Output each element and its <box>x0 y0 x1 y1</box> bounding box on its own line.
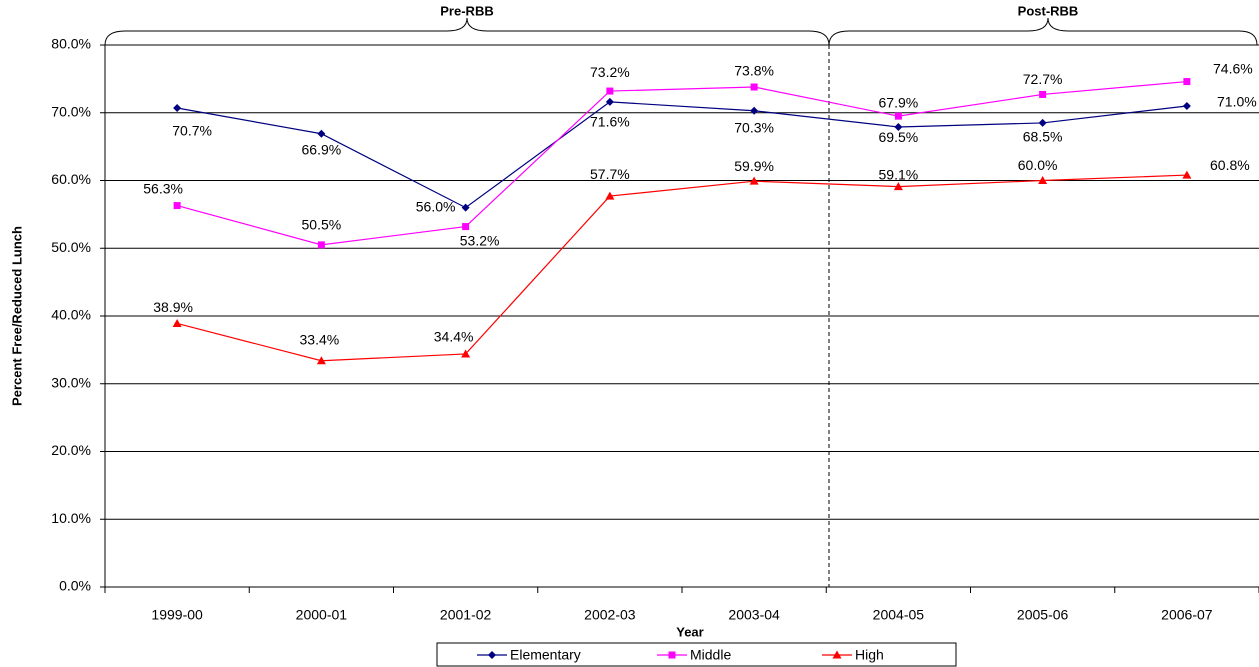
brace <box>104 17 830 46</box>
data-label: 67.9% <box>879 95 919 111</box>
data-point <box>317 241 325 249</box>
x-tick-label: 1999-00 <box>151 607 203 623</box>
data-point <box>461 349 471 358</box>
legend-label: High <box>855 647 884 663</box>
data-point <box>1039 90 1047 98</box>
data-label: 69.5% <box>879 129 919 145</box>
data-point <box>605 97 614 106</box>
data-point <box>606 87 614 95</box>
data-point <box>317 129 326 138</box>
data-point <box>1038 118 1047 127</box>
data-label: 71.0% <box>1217 94 1257 110</box>
x-tick-label: 2004-05 <box>873 607 925 623</box>
data-point <box>316 356 326 365</box>
data-label: 59.9% <box>734 158 774 174</box>
data-point <box>173 202 181 210</box>
y-tick-label: 60.0% <box>51 171 91 187</box>
y-tick-label: 30.0% <box>51 374 91 390</box>
data-label: 73.2% <box>590 64 630 80</box>
data-label: 57.7% <box>590 166 630 182</box>
data-label: 70.7% <box>172 123 212 139</box>
legend-marker <box>668 651 676 659</box>
data-label: 74.6% <box>1213 60 1253 76</box>
x-tick-label: 2003-04 <box>728 607 780 623</box>
data-point <box>461 203 470 212</box>
legend-label: Elementary <box>510 647 581 663</box>
y-tick-label: 80.0% <box>51 36 91 52</box>
data-point <box>1182 101 1191 110</box>
annotation: Post-RBB <box>1018 3 1079 18</box>
data-label: 72.7% <box>1023 71 1063 87</box>
data-label: 34.4% <box>434 329 474 345</box>
data-point <box>750 106 759 115</box>
brace <box>828 17 1258 46</box>
y-tick-label: 20.0% <box>51 442 91 458</box>
legend-marker <box>832 650 842 659</box>
data-label: 73.8% <box>734 63 774 79</box>
data-label: 68.5% <box>1023 129 1063 145</box>
data-label: 56.3% <box>143 180 183 196</box>
data-label: 60.0% <box>1018 157 1058 173</box>
y-tick-label: 70.0% <box>51 103 91 119</box>
data-point <box>749 176 759 185</box>
data-point <box>894 112 902 120</box>
data-label: 50.5% <box>302 217 342 233</box>
data-label: 71.6% <box>590 114 630 130</box>
data-point <box>894 122 903 131</box>
series-line <box>176 80 1187 246</box>
data-label: 59.1% <box>879 166 919 182</box>
annotation: Pre-RBB <box>440 3 493 18</box>
legend <box>436 642 957 667</box>
data-point <box>1183 78 1191 86</box>
legend-label: Middle <box>690 647 731 663</box>
x-axis-title: Year <box>676 624 703 639</box>
data-label: 38.9% <box>153 299 193 315</box>
series-line <box>176 174 1187 362</box>
data-label: 66.9% <box>302 141 342 157</box>
data-point <box>462 223 470 231</box>
data-label: 33.4% <box>300 331 340 347</box>
data-point <box>750 83 758 91</box>
x-tick-label: 2001-02 <box>440 607 492 623</box>
x-tick-label: 2005-06 <box>1017 607 1069 623</box>
y-tick-label: 10.0% <box>51 510 91 526</box>
y-tick-label: 40.0% <box>51 307 91 323</box>
data-point <box>605 191 615 200</box>
x-tick-label: 2002-03 <box>584 607 636 623</box>
legend-marker <box>488 651 496 659</box>
y-tick-label: 0.0% <box>59 578 91 594</box>
y-axis-title: Percent Free/Reduced Lunch <box>9 226 24 406</box>
x-tick-label: 2006-07 <box>1161 607 1213 623</box>
x-tick-label: 2000-01 <box>296 607 348 623</box>
series-line <box>177 101 1187 209</box>
data-label: 53.2% <box>460 232 500 248</box>
data-point <box>1182 170 1192 179</box>
data-point <box>172 318 182 327</box>
data-label: 56.0% <box>416 198 456 214</box>
data-point <box>173 104 182 113</box>
data-label: 70.3% <box>734 119 774 135</box>
data-point <box>1038 176 1048 184</box>
data-label: 60.8% <box>1210 157 1250 173</box>
data-point <box>893 182 903 191</box>
y-tick-label: 50.0% <box>51 239 91 255</box>
